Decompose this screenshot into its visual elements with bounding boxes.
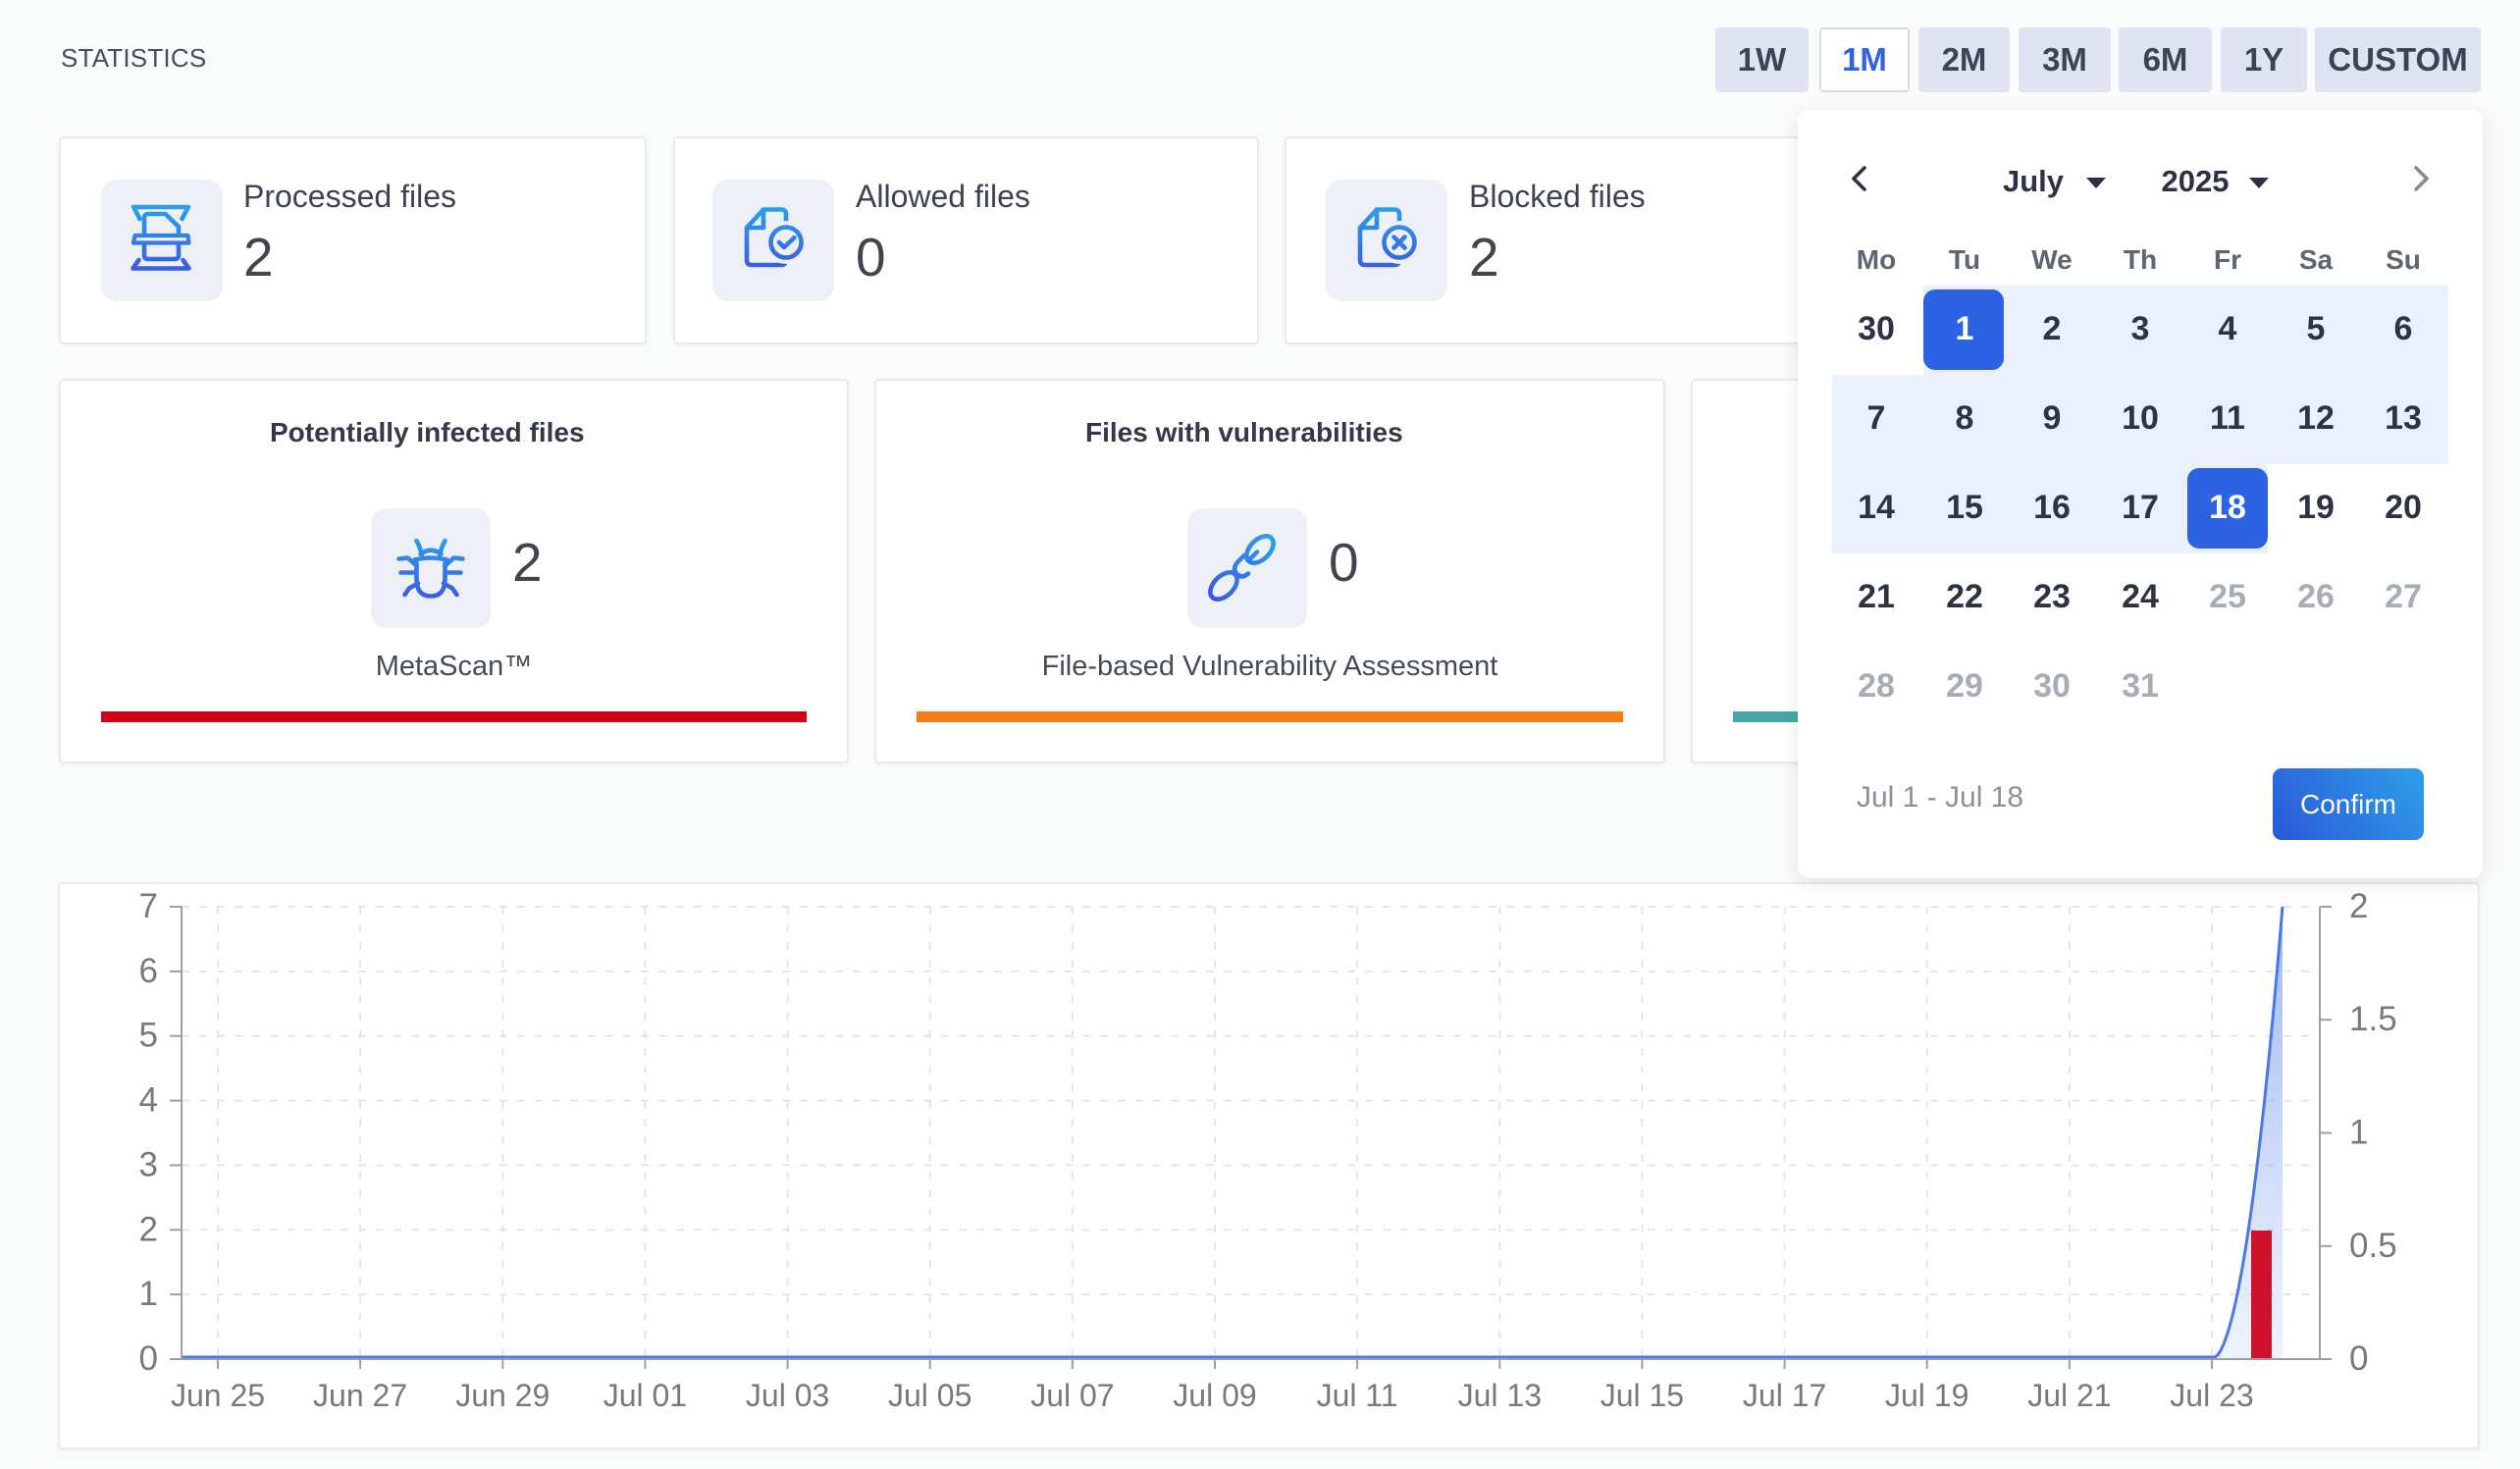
svg-text:5: 5 [139,1017,158,1055]
svg-text:1.5: 1.5 [2349,1000,2397,1038]
svg-text:1: 1 [139,1275,158,1313]
svg-text:Jul 01: Jul 01 [604,1378,687,1413]
svg-text:Jul 23: Jul 23 [2170,1378,2253,1413]
svg-text:Jul 03: Jul 03 [746,1378,829,1413]
svg-text:Jul 05: Jul 05 [888,1378,971,1413]
svg-text:0: 0 [2349,1339,2368,1378]
svg-text:Jun 25: Jun 25 [171,1378,265,1413]
svg-text:Jul 09: Jul 09 [1173,1378,1256,1413]
svg-text:0: 0 [139,1339,158,1378]
svg-text:Jul 13: Jul 13 [1458,1378,1542,1413]
svg-text:4: 4 [139,1081,158,1120]
svg-text:6: 6 [139,952,158,990]
svg-text:Jun 29: Jun 29 [455,1378,550,1413]
svg-text:0.5: 0.5 [2349,1227,2397,1265]
svg-text:3: 3 [139,1145,158,1183]
svg-text:7: 7 [139,887,158,925]
svg-text:Jul 21: Jul 21 [2027,1378,2111,1413]
svg-text:Jul 15: Jul 15 [1601,1378,1684,1413]
svg-text:Jun 27: Jun 27 [313,1378,407,1413]
svg-text:Jul 11: Jul 11 [1317,1378,1398,1413]
svg-text:Jul 07: Jul 07 [1030,1378,1114,1413]
svg-text:2: 2 [2349,887,2368,925]
svg-text:Jul 19: Jul 19 [1885,1378,1969,1413]
svg-text:Jul 17: Jul 17 [1743,1378,1826,1413]
svg-text:2: 2 [139,1210,158,1248]
svg-text:1: 1 [2349,1114,2368,1152]
